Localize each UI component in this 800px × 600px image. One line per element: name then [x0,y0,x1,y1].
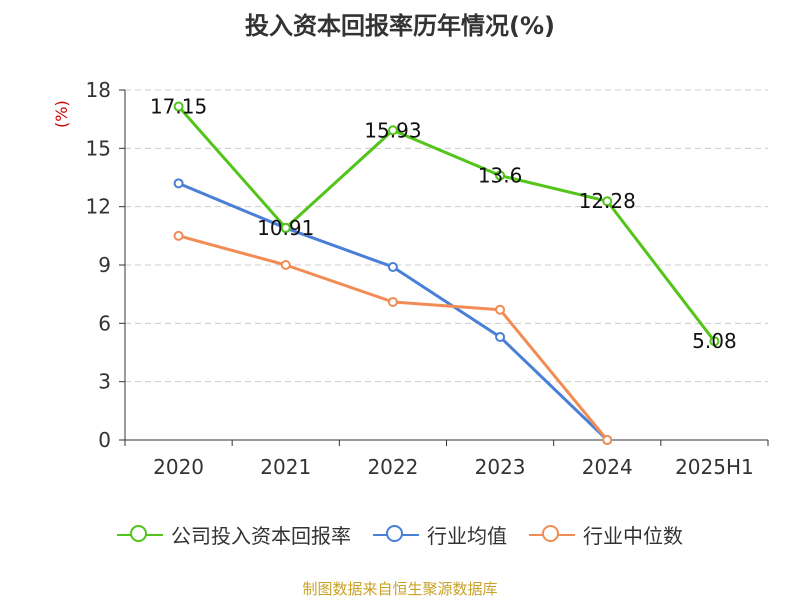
legend-swatch-icon [529,524,575,545]
legend-item-industry-mean[interactable]: 行业均值 [373,520,507,549]
data-point [280,260,291,270]
data-label: 12.28 [579,189,636,213]
data-label-layer: 17.15 10.91 15.93 13.6 12.28 5.08 [150,95,737,354]
y-tick-label: 15 [86,136,111,160]
y-tick-label: 0 [98,428,111,452]
data-label: 5.08 [692,329,737,353]
legend-swatch-icon [117,524,163,545]
x-tick-label: 2022 [367,455,418,479]
grid-layer [125,89,768,383]
data-point [709,336,720,347]
data-point [387,125,398,136]
data-point [602,435,613,445]
x-tick-label: 2025H1 [675,455,754,479]
data-point [602,196,613,207]
data-point [495,331,506,342]
series-line [177,105,716,343]
data-point [173,230,184,241]
data-label: 15.93 [364,118,421,142]
y-tick-label: 6 [98,311,111,335]
y-tick-label: 3 [98,370,111,394]
data-label: 13.6 [478,164,523,188]
data-point [387,296,398,307]
data-point [173,178,184,189]
x-tick-label: 2024 [582,455,633,479]
data-point [495,170,506,181]
legend-label: 公司投入资本回报率 [171,524,351,548]
data-label: 17.15 [150,95,207,119]
data-point [495,304,506,315]
data-point [387,261,398,272]
legend-item-industry-median[interactable]: 行业中位数 [529,520,683,549]
legend-swatch-icon [373,524,419,545]
legend: 公司投入资本回报率 行业均值 行业中位数 [0,520,800,549]
x-tick-label: 2023 [475,455,526,479]
legend-item-company-roic[interactable]: 公司投入资本回报率 [117,520,351,549]
chart-title: 投入资本回报率历年情况(%) [245,12,555,40]
data-source-note: 制图数据来自恒生聚源数据库 [302,580,498,598]
legend-label: 行业均值 [427,524,507,548]
x-tick-label: 2021 [260,455,311,479]
y-tick-label: 9 [98,253,111,277]
series-line [178,181,609,442]
y-tick-label: 12 [86,195,111,219]
x-tick-label: 2020 [153,455,204,479]
legend-label: 行业中位数 [583,524,683,548]
data-point [280,222,291,233]
series-layer [173,101,720,445]
axis-layer: 0 3 6 9 12 15 18 2020 2021 2022 2023 2024 2025H1 [86,78,769,479]
data-label: 10.91 [257,216,314,240]
data-point [173,101,184,112]
y-tick-label: 18 [86,78,111,102]
